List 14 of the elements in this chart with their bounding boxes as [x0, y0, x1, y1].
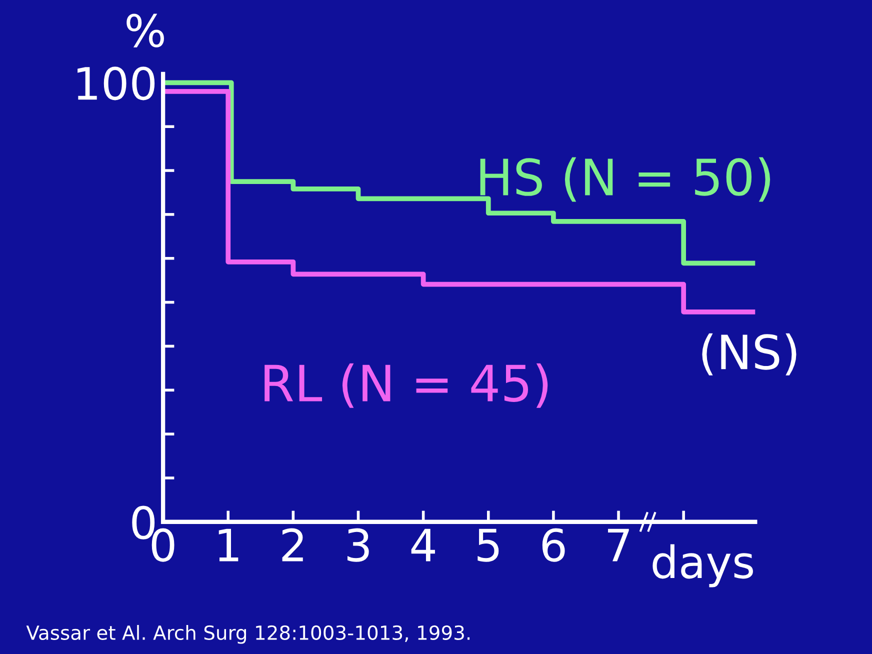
x-tick-label: 7: [608, 528, 629, 562]
y-tick-label: 100: [78, 66, 155, 100]
series-label: RL (N = 45): [264, 363, 548, 408]
series-label: HS (N = 50): [480, 157, 770, 202]
text: Vassar et Al. Arch Surg 128:1003-1013, 1993.: [26, 624, 470, 644]
y-axis-title: %: [126, 14, 164, 48]
annotation: (NS): [702, 333, 796, 376]
x-tick-label: 6: [542, 528, 565, 562]
x-tick-label: 4: [411, 528, 435, 562]
x-axis-title: days: [652, 544, 753, 588]
x-tick-label: 2: [282, 528, 303, 562]
x-tick-label: 1: [218, 528, 238, 562]
x-tick-label: 5: [478, 528, 499, 562]
x-tick-label: 3: [348, 528, 369, 562]
